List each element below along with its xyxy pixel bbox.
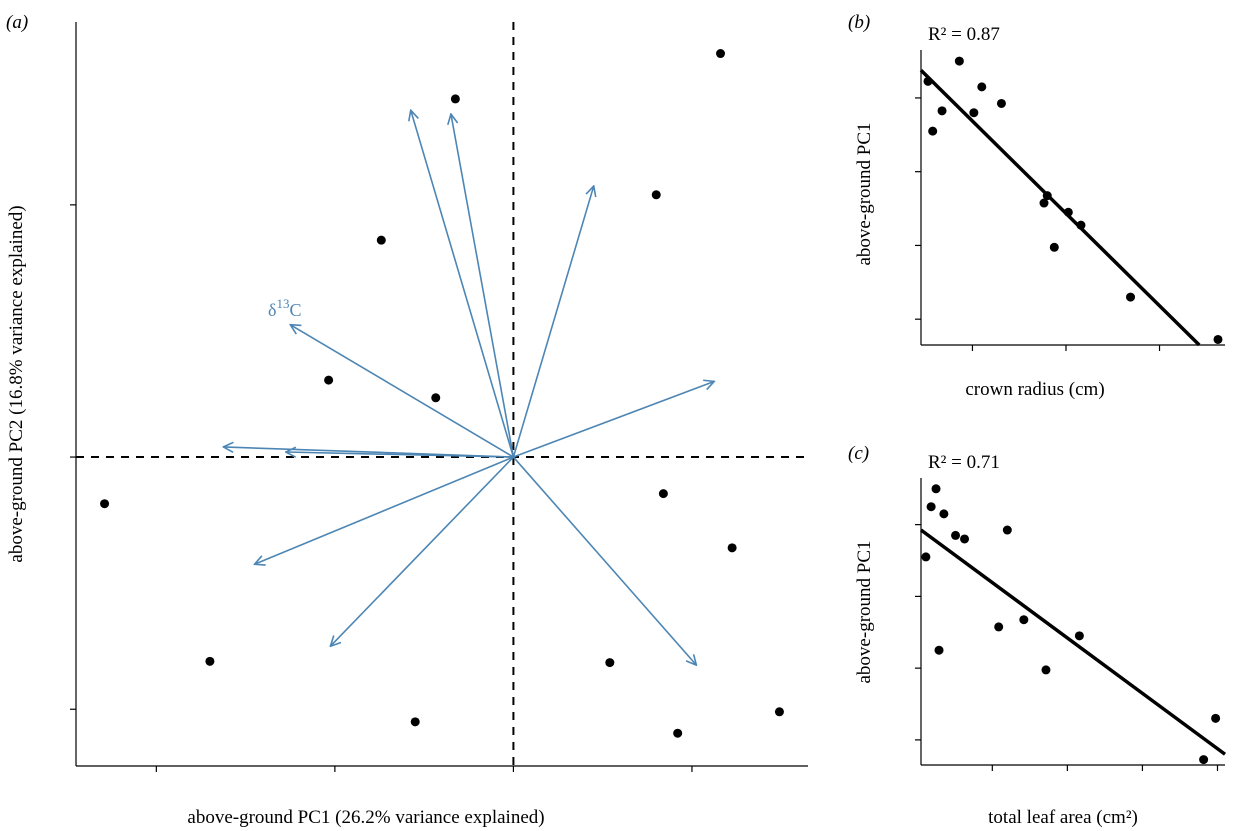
species-point <box>673 728 683 738</box>
data-point <box>1041 665 1051 675</box>
panel-a-y-axis-title: above-ground PC2 (16.8% variance explain… <box>6 205 27 562</box>
species-point <box>376 235 386 245</box>
panel-b-r2-annotation: R² = 0.87 <box>928 24 1000 45</box>
data-point <box>954 56 964 66</box>
data-point <box>934 645 944 655</box>
species-point <box>658 489 668 499</box>
scatter-panel-c: (c) R² = 0.71 total leaf area (cm²) abov… <box>848 443 1227 828</box>
species-point <box>431 393 441 403</box>
panel-b-ticks <box>915 97 1161 351</box>
panel-c-tag: (c) <box>848 443 869 464</box>
data-point <box>1049 242 1059 252</box>
data-point <box>1074 631 1084 641</box>
panel-b-regression-line <box>919 69 1201 347</box>
species-point <box>716 49 726 59</box>
data-point <box>939 509 949 519</box>
data-point <box>951 530 961 540</box>
trait-vector-arrow <box>286 452 514 457</box>
trait-vector-arrow <box>512 186 593 458</box>
panel-b-tag: (b) <box>848 12 870 33</box>
trait-vector-arrow <box>513 381 714 458</box>
trait-vector-arrow <box>330 456 514 646</box>
species-point <box>450 94 460 104</box>
data-point <box>1213 334 1223 344</box>
panel-a-x-axis-title: above-ground PC1 (26.2% variance explain… <box>187 807 544 828</box>
species-point <box>727 543 737 553</box>
data-point <box>937 106 947 116</box>
data-point <box>996 98 1006 108</box>
panel-c-r2-annotation: R² = 0.71 <box>928 452 1000 473</box>
data-point <box>1126 292 1136 302</box>
species-point <box>605 658 615 668</box>
data-point <box>1211 713 1221 723</box>
data-point <box>931 484 941 494</box>
panel-c-ticks <box>915 524 1219 771</box>
species-point <box>205 656 215 666</box>
scatter-panel-b: (b) R² = 0.87 crown radius (cm) above-gr… <box>848 12 1225 400</box>
data-point <box>994 622 1004 632</box>
trait-vectors: δ13C <box>223 110 714 665</box>
data-point <box>1063 207 1073 217</box>
trait-vector-arrow <box>451 114 515 458</box>
panel-a-ticks <box>70 204 693 772</box>
data-point <box>928 126 938 136</box>
data-point <box>923 76 933 86</box>
data-point <box>1039 198 1049 208</box>
panel-c-y-axis-title: above-ground PC1 <box>854 540 875 683</box>
data-point <box>921 552 931 562</box>
panel-b-y-axis-title: above-ground PC1 <box>854 122 875 265</box>
trait-vector-arrow <box>290 325 514 458</box>
data-point <box>926 502 936 512</box>
panel-b-points <box>923 56 1223 344</box>
data-point <box>977 82 987 92</box>
data-point <box>1042 191 1052 201</box>
species-point <box>410 717 420 727</box>
biplot-panel-a: (a) δ13C above-ground PC1 (26.2% varianc… <box>6 12 808 828</box>
panel-c-x-axis-title: total leaf area (cm²) <box>988 807 1138 828</box>
panel-c-points <box>921 484 1221 765</box>
data-point <box>969 108 979 118</box>
data-point <box>1019 615 1029 625</box>
species-point <box>774 707 784 717</box>
species-point <box>324 375 334 385</box>
trait-vector-arrow <box>255 456 514 564</box>
data-point <box>1076 220 1086 230</box>
panel-c-regression-line <box>919 528 1227 756</box>
trait-vector-arrow <box>411 110 515 458</box>
species-points <box>100 49 784 738</box>
species-point <box>651 190 661 200</box>
species-point <box>100 499 110 509</box>
trait-vector-arrow <box>512 456 696 665</box>
panel-b-x-axis-title: crown radius (cm) <box>965 379 1104 400</box>
data-point <box>1199 755 1209 765</box>
panel-a-tag: (a) <box>6 12 28 33</box>
trait-vector-label: δ13C <box>268 296 302 320</box>
data-point <box>960 534 970 544</box>
data-point <box>1002 525 1012 535</box>
